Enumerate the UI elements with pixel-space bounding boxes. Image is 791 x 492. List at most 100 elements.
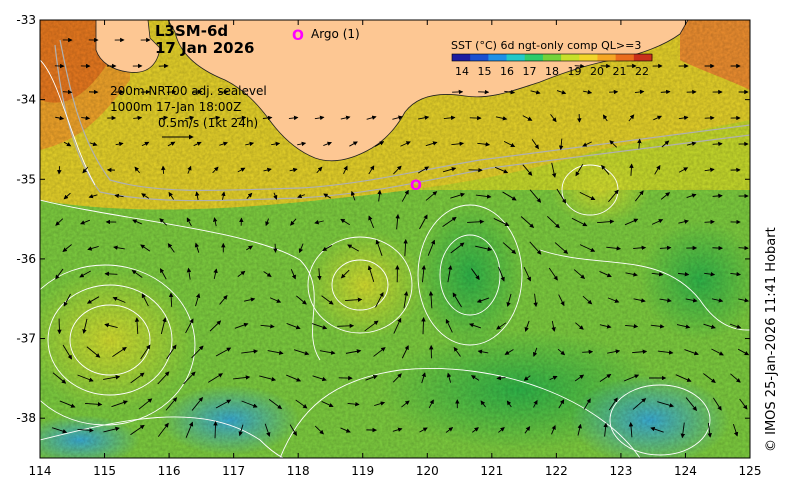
current-vector — [263, 167, 272, 173]
current-vector — [739, 398, 748, 410]
current-vector — [377, 189, 382, 202]
current-vector — [314, 220, 324, 225]
current-vector — [210, 115, 221, 121]
current-vector — [269, 297, 282, 303]
current-vector — [471, 268, 480, 281]
current-vector — [633, 245, 647, 251]
current-vector — [62, 244, 72, 252]
current-vector — [63, 192, 71, 200]
current-vector — [104, 271, 118, 277]
current-vector — [321, 295, 334, 305]
current-vector — [419, 214, 428, 230]
current-vector — [191, 345, 204, 359]
current-vector — [730, 373, 741, 383]
current-vector — [738, 245, 749, 251]
current-vector — [340, 218, 350, 226]
current-vector — [392, 427, 403, 432]
current-vector — [557, 348, 566, 356]
colorbar-tick-label: 19 — [568, 65, 582, 78]
current-vector — [400, 141, 411, 147]
x-tick-label: 121 — [480, 464, 503, 478]
x-tick-label: 122 — [545, 464, 568, 478]
current-vector — [215, 347, 232, 357]
current-vector — [260, 324, 275, 329]
current-vector — [401, 345, 409, 359]
current-vector — [606, 246, 622, 251]
current-vector — [524, 426, 531, 434]
current-vector — [375, 291, 384, 308]
current-vector — [677, 271, 690, 277]
colorbar-segment — [488, 54, 508, 61]
current-vector — [317, 268, 322, 281]
current-vector — [675, 374, 692, 382]
current-vector — [629, 163, 634, 176]
y-tick-label: -37 — [16, 332, 36, 346]
current-vector — [213, 217, 218, 227]
current-vector — [130, 372, 145, 384]
current-vector — [166, 89, 177, 95]
current-vector — [168, 191, 174, 200]
current-vector — [498, 266, 505, 282]
current-vector — [131, 270, 143, 278]
current-vector — [340, 115, 351, 120]
current-vector — [167, 141, 176, 147]
current-vector — [574, 63, 585, 69]
current-vector — [219, 295, 228, 305]
current-vector — [87, 246, 99, 251]
current-vector — [608, 397, 618, 411]
current-vector — [241, 349, 259, 354]
current-vector — [364, 320, 379, 332]
current-vector — [551, 162, 557, 178]
current-vector — [262, 115, 273, 121]
current-vector — [55, 218, 64, 226]
current-vector — [628, 114, 635, 122]
current-vector — [79, 270, 91, 278]
current-vector — [81, 115, 91, 121]
current-vector — [290, 269, 296, 280]
current-vector — [349, 141, 358, 147]
current-vector — [660, 192, 671, 200]
current-vector — [712, 193, 723, 199]
current-vector — [475, 245, 493, 252]
current-vector — [141, 141, 150, 147]
x-tick-label: 115 — [93, 464, 116, 478]
current-vector — [711, 298, 724, 303]
plot-frame — [39, 19, 751, 459]
current-vector — [55, 268, 64, 280]
current-vector — [392, 373, 402, 383]
current-vector — [452, 292, 462, 308]
current-vector — [651, 271, 664, 277]
current-vector — [445, 318, 453, 333]
current-vector — [63, 141, 72, 147]
current-vector — [551, 424, 556, 435]
current-vector — [530, 90, 541, 95]
current-vector — [522, 115, 533, 121]
colorbar-tick-label: 22 — [635, 65, 649, 78]
argo-float-marker: O — [410, 178, 422, 194]
current-vector — [603, 422, 608, 437]
current-vector — [374, 141, 385, 147]
sealevel-time-label: 17-Jan 18:00Z — [156, 100, 241, 114]
current-vector — [392, 115, 403, 120]
current-vector — [59, 400, 76, 408]
current-vector — [191, 396, 203, 411]
colorbar-segment — [452, 54, 471, 61]
current-vector — [130, 424, 145, 436]
current-vector — [467, 219, 485, 225]
current-vector — [159, 218, 168, 226]
current-vector — [661, 140, 670, 148]
current-vector — [77, 428, 94, 433]
current-vector — [445, 427, 454, 433]
current-vector — [80, 219, 91, 225]
current-vector — [607, 349, 621, 354]
current-vector — [678, 219, 689, 224]
vector-scale-label: 0.5m/s (1kt 24h) — [158, 116, 258, 130]
current-vector — [737, 348, 750, 356]
current-vector — [134, 317, 140, 334]
current-vector — [350, 190, 356, 201]
current-vector — [582, 349, 594, 355]
current-vector — [393, 317, 402, 334]
current-vector — [347, 401, 360, 407]
current-vector — [167, 243, 175, 253]
